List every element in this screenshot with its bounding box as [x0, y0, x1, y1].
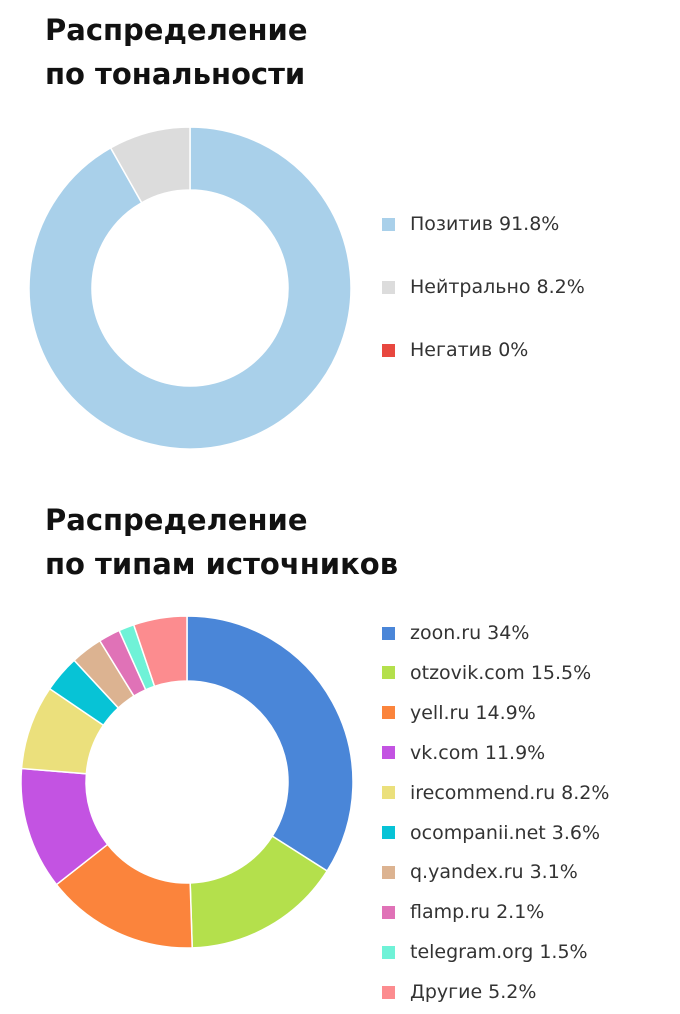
sentiment-legend-swatch-1: [382, 280, 395, 294]
sources-legend-label-4: irecommend.ru: [410, 781, 556, 804]
sources-legend-value-0: 34%: [487, 622, 530, 644]
sentiment-legend-value-0: 91.8%: [498, 213, 560, 235]
sources-legend-value-7: 2.1%: [496, 901, 545, 924]
sources-legend-item-8: telegram.org 1.5%: [382, 938, 588, 966]
sentiment-legend-value-1: 8.2%: [536, 276, 585, 298]
sources-legend-item-6: q.yandex.ru 3.1%: [382, 858, 578, 886]
sources-legend-label-8: telegram.org: [410, 941, 534, 964]
sources-legend-label-2: yell.ru: [410, 701, 470, 724]
sentiment-legend-swatch-0: [382, 217, 395, 231]
sources-legend-item-7: flamp.ru 2.1%: [382, 898, 544, 926]
sources-legend-label-9: Другие: [410, 981, 483, 1004]
sources-legend-swatch-7: [382, 905, 395, 919]
sentiment-title-line-1: Распределение: [45, 13, 308, 47]
sources-legend-value-1: 15.5%: [530, 661, 592, 684]
sources-legend-swatch-1: [382, 666, 395, 680]
sources-legend-swatch-8: [382, 945, 395, 959]
sources-legend-swatch-2: [382, 706, 395, 720]
sources-legend-label-3: vk.com: [410, 741, 479, 764]
sources-title-line-1: Распределение: [45, 503, 308, 537]
sources-legend-item-1: otzovik.com 15.5%: [382, 659, 591, 687]
sentiment-legend-label-1: Нейтрально: [410, 276, 531, 298]
sentiment-title-line-2: по тональности: [45, 57, 306, 91]
sources-legend-swatch-4: [382, 786, 395, 800]
sources-legend-swatch-3: [382, 746, 395, 760]
sources-legend-value-2: 14.9%: [475, 701, 536, 724]
sentiment-legend-label-0: Позитив: [410, 213, 493, 235]
sources-legend-item-3: vk.com 11.9%: [382, 739, 545, 767]
sentiment-slice-1: [109, 126, 191, 204]
sentiment-legend-swatch-2: [382, 343, 395, 357]
sources-legend-swatch-5: [382, 826, 395, 839]
sources-chart-title: Распределение по типам источников: [45, 498, 398, 586]
sources-donut-chart: [20, 615, 354, 949]
sentiment-legend-item-2: Негатив 0%: [382, 336, 528, 364]
sources-legend-value-9: 5.2%: [488, 981, 537, 1004]
sentiment-donut-chart: [28, 126, 352, 450]
sentiment-chart-title: Распределение по тональности: [45, 8, 308, 96]
sources-legend-item-9: Другие 5.2%: [382, 978, 536, 1006]
sources-legend-value-6: 3.1%: [529, 861, 578, 884]
sources-legend-item-5: ocompanii.net 3.6%: [382, 819, 600, 847]
sources-legend-item-2: yell.ru 14.9%: [382, 699, 536, 727]
sentiment-legend-item-0: Позитив 91.8%: [382, 210, 559, 238]
sources-legend-label-7: flamp.ru: [410, 901, 491, 924]
sources-legend-label-0: zoon.ru: [410, 622, 482, 644]
sentiment-legend-label-2: Негатив: [410, 339, 493, 361]
sources-legend-value-5: 3.6%: [551, 821, 601, 844]
sentiment-slice-0: [28, 126, 352, 450]
sources-legend-value-3: 11.9%: [484, 741, 546, 764]
sources-slice-0: [186, 615, 354, 872]
sources-legend-swatch-0: [382, 626, 395, 640]
sources-legend-label-6: q.yandex.ru: [410, 861, 524, 884]
sources-slice-9: [132, 615, 188, 688]
sentiment-legend-item-1: Нейтрально 8.2%: [382, 273, 585, 301]
sources-legend-label-1: otzovik.com: [410, 661, 525, 684]
sources-legend-value-4: 8.2%: [561, 781, 610, 804]
sources-legend-swatch-6: [382, 865, 395, 879]
sources-legend-label-5: ocompanii.net: [410, 821, 546, 844]
sentiment-legend-value-2: 0%: [498, 339, 529, 361]
sources-legend-swatch-9: [382, 985, 395, 999]
sources-legend-item-4: irecommend.ru 8.2%: [382, 779, 609, 807]
sources-title-line-2: по типам источников: [45, 547, 399, 581]
sources-legend-value-8: 1.5%: [539, 941, 588, 964]
sources-legend-item-0: zoon.ru 34%: [382, 619, 529, 647]
